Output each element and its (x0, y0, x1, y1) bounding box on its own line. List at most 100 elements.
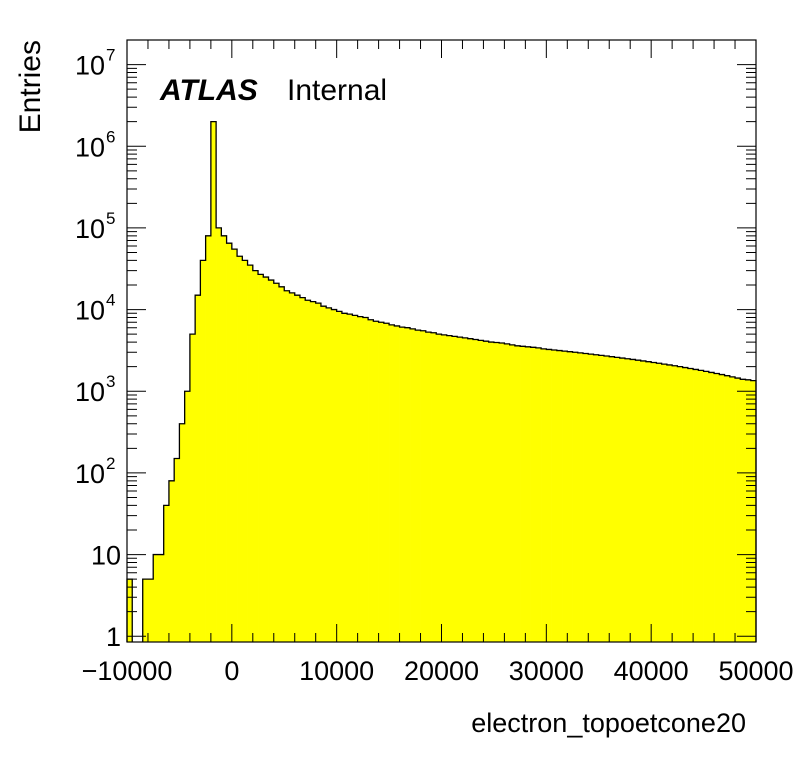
histogram-bin (415, 330, 421, 642)
histogram-bin (305, 300, 311, 642)
histogram-bin (294, 295, 301, 642)
histogram-bin (383, 323, 390, 642)
histogram-bin (593, 354, 600, 642)
histogram-bin (729, 376, 736, 642)
histogram-bin (404, 327, 411, 642)
histogram-bin (341, 313, 348, 642)
histogram-bin (687, 368, 694, 642)
histogram-bin (693, 369, 699, 642)
histogram-bin (750, 380, 757, 642)
histogram-bin (431, 332, 437, 642)
y-tick-exponent: 4 (106, 291, 115, 310)
histogram-bin (635, 360, 642, 642)
histogram-bin (562, 351, 568, 642)
histogram-bin (357, 316, 364, 642)
histogram-bin (142, 579, 149, 642)
histogram-bin (299, 297, 306, 642)
histogram-bin (577, 352, 584, 642)
histogram-bin (153, 554, 159, 642)
histogram-bin (745, 379, 752, 642)
histogram-bin (651, 362, 657, 642)
histogram-bin (446, 335, 453, 642)
histogram-bin (661, 364, 668, 642)
y-tick-exponent: 7 (106, 46, 115, 65)
histogram-bin (535, 347, 542, 642)
histogram-bin (472, 339, 479, 642)
histogram-bin (530, 347, 537, 642)
histogram-bin (724, 375, 731, 642)
histogram-bin (583, 353, 589, 642)
histogram-bin (708, 372, 715, 642)
x-tick-label: 0 (224, 656, 239, 686)
histogram-bin (168, 480, 175, 642)
y-tick-label: 10 (75, 296, 105, 326)
internal-label: Internal (287, 74, 387, 107)
histogram-bin (666, 364, 673, 642)
histogram-bin (273, 283, 280, 642)
histogram-bin (394, 325, 400, 642)
histogram-bin (242, 260, 248, 642)
histogram-bin (645, 361, 652, 642)
histogram-bin (210, 121, 217, 642)
histogram-bin (677, 366, 683, 642)
histogram-bin (735, 378, 741, 642)
histogram-bin (520, 346, 526, 642)
histogram-bin (247, 265, 254, 642)
x-tick-label: 50000 (718, 656, 793, 686)
histogram-bin (221, 235, 227, 642)
histogram-bin (389, 324, 395, 642)
histogram-bin (420, 330, 427, 642)
histogram-bin (352, 315, 358, 642)
histogram-bin (284, 290, 290, 642)
y-tick-label: 10 (75, 132, 105, 162)
histogram-bin (509, 344, 516, 642)
histogram-bin (310, 301, 317, 642)
histogram-bars (126, 121, 757, 642)
histogram-bin (609, 356, 615, 642)
x-tick-label: 20000 (404, 656, 479, 686)
histogram-bin (441, 334, 448, 642)
histogram-bin (336, 311, 343, 642)
histogram-bin (279, 286, 285, 642)
histogram-bin (347, 314, 353, 642)
histogram-bin (493, 342, 500, 642)
y-tick-label: 10 (75, 459, 105, 489)
histogram-bin (588, 354, 594, 642)
y-tick-label: 10 (75, 51, 105, 81)
histogram-bin (315, 303, 322, 642)
histogram-bin (184, 391, 191, 642)
histogram-bin (436, 334, 442, 642)
y-axis-label: Entries (14, 40, 47, 133)
histogram-bin (368, 319, 374, 642)
histogram-bin (682, 367, 689, 642)
histogram-bin (546, 349, 552, 642)
histogram-bin (231, 249, 238, 642)
histogram-bin (331, 309, 338, 642)
histogram-bin (703, 371, 710, 642)
histogram-bin (289, 292, 296, 642)
x-axis-label: electron_topoetcone20 (471, 708, 746, 738)
histogram-bin (619, 358, 626, 642)
y-tick-exponent: 2 (106, 454, 115, 473)
histogram-bin (258, 274, 264, 642)
histogram-bin (200, 260, 206, 642)
histogram-bin (551, 349, 558, 642)
y-tick-exponent: 5 (106, 209, 115, 228)
histogram-bin (567, 351, 573, 642)
y-tick-label: 1 (106, 622, 121, 652)
histogram-bin (672, 365, 678, 642)
y-tick-exponent: 3 (106, 372, 115, 391)
x-tick-label: 10000 (299, 656, 374, 686)
histogram-bin (514, 345, 521, 642)
histogram-bin (362, 317, 369, 642)
histogram-bin (263, 277, 269, 642)
histogram-bin (603, 356, 610, 642)
histogram-bin (478, 340, 484, 642)
axis-ticks (126, 39, 757, 642)
histogram-bin (640, 360, 647, 642)
histogram-bin (572, 352, 579, 642)
y-tick-label: 10 (75, 214, 105, 244)
histogram-bin (525, 346, 531, 642)
